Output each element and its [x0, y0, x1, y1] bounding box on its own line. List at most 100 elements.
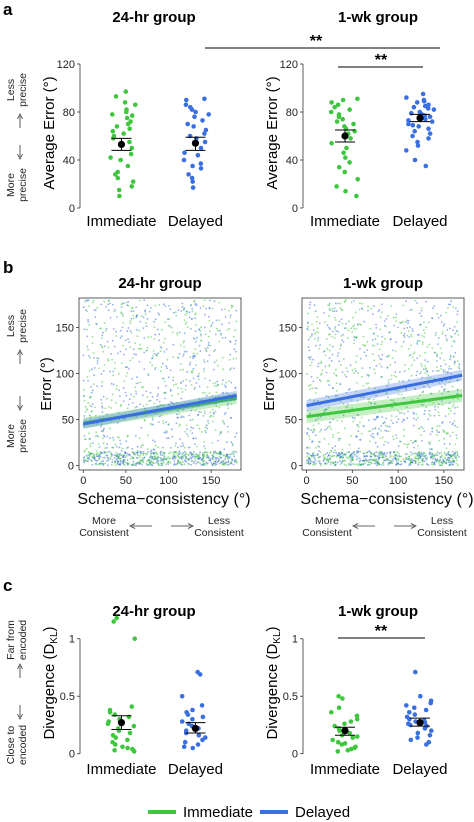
data-point: [336, 164, 342, 170]
scatter-point: [315, 447, 317, 449]
scatter-point: [426, 360, 429, 363]
scatter-point: [311, 333, 313, 335]
scatter-point: [327, 455, 329, 458]
scatter-point: [205, 456, 208, 459]
scatter-point: [168, 457, 171, 460]
scatter-point: [97, 436, 100, 438]
scatter-point: [212, 463, 215, 465]
scatter-point: [313, 457, 316, 459]
data-point: [202, 96, 207, 102]
scatter-point: [318, 378, 321, 381]
scatter-point: [204, 347, 207, 350]
scatter-point: [357, 414, 360, 417]
scatter-point: [404, 460, 407, 463]
scatter-point: [411, 442, 414, 444]
scatter-point: [91, 456, 94, 459]
data-point: [129, 145, 135, 151]
scatter-point: [178, 413, 181, 416]
scatter-point: [415, 418, 418, 421]
scatter-point: [154, 440, 157, 443]
scatter-point: [411, 356, 414, 359]
x-category-label: Immediate: [86, 213, 156, 230]
side-note-c-top-line: encoded: [17, 620, 29, 660]
scatter-point: [387, 379, 390, 382]
scatter-point: [139, 343, 142, 346]
scatter-point: [454, 307, 457, 309]
scatter-point: [178, 353, 181, 355]
scatter-point: [231, 444, 234, 447]
scatter-point: [419, 340, 421, 342]
scatter-point: [198, 427, 201, 430]
scatter-point: [417, 339, 419, 342]
x-category-label: Delayed: [392, 213, 447, 230]
scatter-point: [154, 304, 157, 307]
y-tick-label: 50: [62, 414, 74, 426]
scatter-point: [448, 381, 451, 384]
data-point: [179, 719, 185, 724]
scatter-point: [136, 445, 139, 448]
scatter-point: [172, 379, 175, 382]
scatter-point: [387, 441, 390, 444]
scatter-point: [106, 435, 109, 438]
scatter-point: [186, 370, 189, 373]
scatter-point: [106, 454, 109, 457]
data-point: [406, 118, 411, 123]
scatter-point: [456, 426, 459, 428]
panel-label-c: c: [3, 576, 12, 595]
scatter-point: [407, 322, 409, 325]
scatter-point: [161, 454, 164, 457]
scatter-point: [83, 399, 86, 402]
scatter-point: [312, 380, 315, 383]
scatter-point: [165, 429, 167, 432]
scatter-point: [131, 377, 133, 380]
scatter-point: [331, 308, 333, 310]
scatter-point: [182, 355, 185, 357]
scatter-point: [395, 415, 398, 418]
scatter-point: [156, 459, 158, 462]
scatter-point: [129, 359, 132, 362]
scatter-point: [218, 455, 221, 458]
scatter-point: [147, 373, 149, 375]
scatter-point: [188, 316, 191, 319]
scatter-point: [438, 439, 441, 442]
data-point: [184, 97, 189, 103]
scatter-point: [175, 442, 177, 445]
scatter-point: [424, 409, 426, 412]
scatter-point: [188, 414, 191, 417]
scatter-point: [327, 406, 330, 409]
scatter-point: [344, 459, 347, 462]
scatter-point: [449, 356, 452, 358]
scatter-point: [162, 422, 165, 425]
scatter-point: [339, 463, 342, 465]
scatter-point: [313, 399, 316, 402]
scatter-point: [125, 454, 128, 457]
scatter-point: [357, 430, 360, 432]
scatter-point: [228, 380, 231, 382]
scatter-point: [190, 409, 193, 412]
scatter-point: [177, 459, 180, 462]
scatter-point: [430, 463, 433, 465]
regression-line: [306, 373, 463, 408]
scatter-point: [83, 388, 85, 391]
scatter-point: [406, 453, 408, 455]
scatter-point: [371, 459, 374, 461]
scatter-point: [123, 302, 125, 304]
data-point: [198, 166, 204, 171]
scatter-point: [115, 446, 118, 448]
scatter-point: [429, 441, 432, 444]
scatter-point: [126, 372, 129, 374]
scatter-point: [444, 457, 446, 460]
scatter-point: [337, 330, 339, 333]
data-point: [202, 139, 208, 145]
scatter-point: [168, 403, 171, 406]
scatter-point: [403, 428, 405, 431]
scatter-point: [95, 450, 98, 452]
scatter-point: [362, 335, 365, 338]
scatter-point: [346, 406, 349, 408]
scatter-point: [102, 350, 104, 353]
scatter-point: [384, 424, 387, 427]
scatter-point: [376, 445, 379, 448]
scatter-point: [119, 457, 122, 460]
data-point: [329, 100, 334, 105]
